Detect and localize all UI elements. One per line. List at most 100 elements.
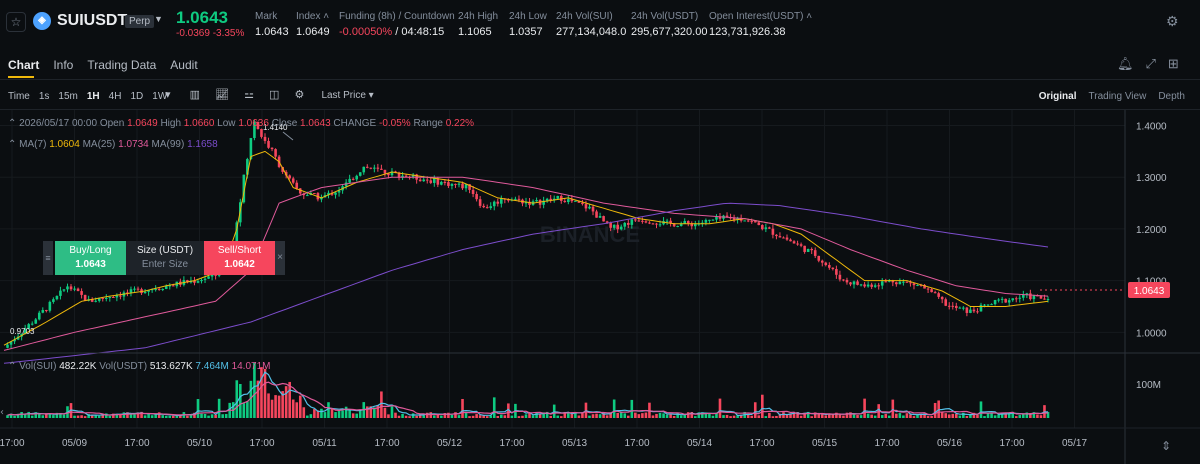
candle-body (207, 276, 210, 279)
candle-body (168, 285, 172, 287)
price-type-select[interactable]: Last Price ▾ (321, 90, 374, 101)
layout-grid-icon[interactable]: ⊞ (1167, 56, 1179, 71)
candle-body (753, 221, 757, 223)
interval-1w[interactable]: 1W (152, 91, 168, 102)
volume-bar (41, 415, 45, 418)
view-selector: Original Trading View Depth (1027, 90, 1185, 102)
volume-bar (203, 413, 207, 418)
view-original[interactable]: Original (1038, 91, 1077, 102)
candle-body (496, 201, 500, 204)
close-panel-icon[interactable]: × (275, 241, 285, 275)
candle-body (320, 197, 323, 200)
tab-audit[interactable]: Audit (170, 58, 198, 72)
indicator-icon[interactable]: 📈︎ (215, 89, 230, 101)
volume-bar (951, 413, 955, 418)
interval-1h[interactable]: 1H (86, 91, 100, 102)
volume-bar (866, 413, 870, 418)
candle-body (743, 220, 746, 222)
volume-bar (538, 414, 542, 418)
candle-body (905, 281, 909, 283)
volume-bar (542, 412, 545, 418)
alert-bell-icon[interactable]: 🔔︎ (1117, 56, 1134, 71)
tab-chart[interactable]: Chart (8, 58, 40, 72)
volume-bar (602, 412, 605, 418)
tab-trading-data[interactable]: Trading Data (87, 58, 157, 72)
layout-icon[interactable]: ◫ (269, 89, 280, 101)
interval-15m[interactable]: 15m (58, 91, 78, 102)
symbol-name[interactable]: SUIUSDT (57, 12, 128, 29)
volume-bar (281, 391, 284, 418)
candle-body (598, 216, 602, 218)
drawing-tools-icon[interactable]: ⚍ (244, 89, 254, 101)
volume-bar (171, 415, 175, 418)
interval-4h[interactable]: 4H (108, 91, 122, 102)
volume-bar (651, 415, 655, 418)
candle-body (482, 205, 485, 208)
view-depth[interactable]: Depth (1158, 91, 1185, 102)
volume-bar (842, 415, 845, 418)
candle-body (764, 227, 768, 230)
candle-type-icon[interactable]: ▥ (189, 89, 200, 101)
candle-body (380, 168, 383, 170)
view-trading-view[interactable]: Trading View (1088, 91, 1147, 102)
candle-body (912, 283, 916, 286)
candle-body (454, 183, 457, 185)
candle-body (591, 206, 595, 212)
volume-bar (972, 412, 976, 418)
volume-bar (969, 414, 972, 418)
candle-body (930, 289, 933, 293)
candle-body (951, 305, 955, 307)
buy-long-button[interactable]: Buy/Long 1.0643 (55, 241, 126, 275)
interval-1d[interactable]: 1D (130, 91, 144, 102)
more-intervals-icon[interactable]: ▾ (165, 89, 171, 101)
time-tick: 05/17 (1062, 438, 1087, 449)
candle-body (909, 282, 912, 284)
candle-body (337, 190, 341, 193)
symbol-dropdown-icon[interactable]: ▼ (154, 14, 163, 24)
candle-body (873, 285, 877, 287)
candle-body (732, 217, 736, 220)
tab-info[interactable]: Info (53, 58, 74, 72)
fullscreen-icon[interactable]: ⤢ (1145, 56, 1156, 71)
settings-gear-icon[interactable]: ⚙ (1166, 13, 1179, 29)
favorite-star-icon[interactable]: ☆ (6, 12, 26, 32)
display-settings-icon[interactable]: ⚙ (294, 89, 305, 101)
volume-bar (383, 407, 387, 418)
candle-body (129, 289, 133, 293)
collapse-icon: ⌃ (8, 361, 17, 372)
volume-axis-label: 100M (1136, 380, 1161, 391)
volume-bar (112, 413, 115, 418)
volume-bar (838, 414, 842, 418)
candle-body (775, 234, 778, 237)
candle-body (34, 319, 38, 324)
sell-short-button[interactable]: Sell/Short 1.0642 (204, 241, 275, 275)
candle-body (235, 222, 239, 244)
candle-body (1039, 295, 1043, 299)
volume-bar (94, 415, 98, 418)
interval-1s[interactable]: 1s (38, 91, 50, 102)
candle-body (94, 300, 98, 302)
candle-body (133, 288, 136, 290)
candle-body (933, 292, 937, 294)
volume-bar (59, 412, 62, 418)
volume-bar (157, 412, 161, 418)
volume-bar (507, 403, 510, 418)
ticker-header: ☆ ◈ SUIUSDT Perp ▼ 1.0643 -0.0369 -3.35%… (0, 0, 1200, 46)
size-input[interactable]: Size (USDT) Enter Size (126, 241, 204, 275)
drag-handle-icon[interactable]: ≡ (43, 241, 53, 275)
volume-bar (662, 413, 665, 418)
volume-bar (588, 415, 591, 418)
volume-bar (785, 414, 789, 418)
scroll-left-icon[interactable]: ‹ (0, 407, 4, 418)
candle-body (6, 344, 9, 348)
volume-bar (997, 414, 1000, 418)
volume-bar (528, 412, 531, 418)
active-tab-underline (8, 76, 34, 78)
volume-bar (196, 399, 200, 418)
volume-bar (496, 415, 500, 418)
volume-bar (401, 413, 404, 418)
time-axis-scale-icon[interactable]: ⇕ (1161, 439, 1171, 453)
candle-body (757, 222, 761, 226)
candle-body (242, 174, 246, 203)
